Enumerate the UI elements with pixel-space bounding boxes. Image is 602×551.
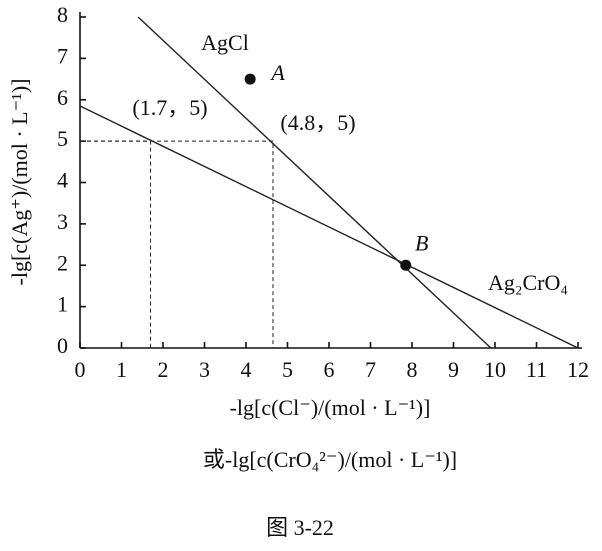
point (400, 259, 412, 271)
guide-line (80, 140, 274, 348)
y-tick-label: 1 (57, 292, 68, 317)
y-tick-label: 0 (57, 333, 68, 358)
x-tick-label: 5 (282, 357, 293, 382)
y-tick-label: 7 (57, 43, 68, 68)
point (244, 73, 256, 85)
guide-label: (4.8，5) (280, 110, 355, 135)
x-tick-label: 9 (448, 357, 459, 382)
x-tick-label: 11 (526, 357, 547, 382)
point-label: B (415, 230, 428, 255)
x-tick-label: 4 (241, 357, 252, 382)
x-axis-label-alt: 或-lg[c(CrO₄²⁻)/(mol · L⁻¹)] (203, 447, 457, 472)
x-tick-label: 2 (158, 357, 169, 382)
series-line (80, 105, 579, 348)
x-tick-label: 3 (199, 357, 210, 382)
series-line (137, 16, 492, 348)
guide-line (80, 140, 152, 348)
y-tick-label: 5 (57, 126, 68, 151)
x-axis-label: -lg[c(Cl⁻)/(mol · L⁻¹)] (230, 395, 431, 420)
y-tick-label: 4 (57, 168, 68, 193)
series-label: AgCl (201, 30, 249, 55)
x-tick-label: 8 (407, 357, 418, 382)
guide-label: (1.7，5) (132, 95, 207, 120)
y-axis-label: -lg[c(Ag⁺)/(mol · L⁻¹)] (7, 79, 32, 286)
point-label: A (269, 60, 285, 85)
series-label: Ag₂CrO₄ (488, 270, 568, 295)
y-tick-label: 8 (57, 2, 68, 27)
x-tick-label: 0 (75, 357, 86, 382)
x-tick-label: 7 (365, 357, 376, 382)
x-tick-label: 1 (116, 357, 127, 382)
y-tick-label: 3 (57, 209, 68, 234)
caption: 图 3-22 (266, 515, 334, 540)
y-tick-label: 6 (57, 85, 68, 110)
x-tick-label: 6 (324, 357, 335, 382)
x-tick-label: 10 (484, 357, 506, 382)
y-tick-label: 2 (57, 250, 68, 275)
x-tick-label: 12 (567, 357, 589, 382)
